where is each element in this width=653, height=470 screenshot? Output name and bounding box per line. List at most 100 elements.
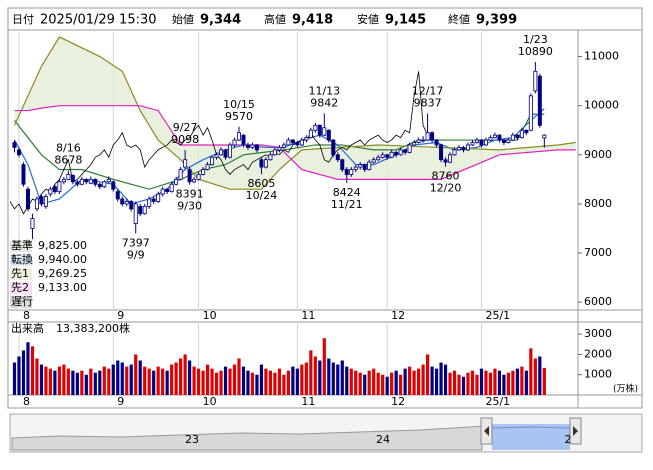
candle-body (425, 132, 430, 141)
volume-bar (336, 364, 340, 395)
candle-body (430, 132, 435, 141)
annotation-date: 8/16 (56, 142, 81, 155)
volume-bar (183, 354, 187, 395)
candle-body (245, 144, 250, 148)
candle-body (340, 159, 345, 170)
x-tick-label: 25/1 (485, 309, 510, 322)
volume-bar (354, 370, 358, 395)
candle-body (299, 139, 304, 146)
volume-unit: (万株) (613, 383, 638, 395)
candle-body (443, 159, 448, 163)
candle-body (452, 149, 457, 156)
candle-body (34, 198, 39, 210)
candle-body (465, 144, 470, 151)
indicator-line (14, 105, 576, 180)
x-tick-label: 9 (117, 309, 124, 322)
volume-bar (44, 366, 48, 395)
volume-bar (152, 370, 156, 395)
annotation-value: 7397 (122, 237, 150, 250)
volume-bar (484, 370, 488, 395)
candle-body (362, 164, 367, 170)
x-tick-label: 11 (301, 395, 315, 408)
x-tick-label: 8 (23, 395, 30, 408)
volume-bar (479, 368, 484, 395)
handle-arrow (484, 426, 489, 436)
volume-bar (452, 370, 457, 395)
candle-body (367, 161, 372, 170)
annotation-date: 12/20 (430, 182, 462, 195)
navigator[interactable]: 23 24 2 (9, 413, 643, 453)
volume-label: 出来高 (11, 321, 44, 335)
legend-value: 9,825.00 (38, 239, 87, 252)
candle-body (57, 181, 62, 193)
x-tick-label: 10 (203, 309, 217, 322)
candle-body (228, 144, 233, 158)
volume-bar (277, 368, 282, 395)
candle-body (439, 144, 444, 161)
volume-bar (188, 360, 192, 395)
candle-body (12, 142, 17, 148)
candle-body (102, 181, 107, 188)
annotation-value: 9842 (310, 96, 338, 109)
legend-name: 基準 (11, 238, 33, 252)
volume-bar (53, 370, 57, 395)
volume-bar (430, 366, 434, 395)
header-value: 9,344 (200, 13, 241, 28)
candle-body (416, 139, 421, 143)
volume-bar (71, 370, 75, 395)
candle-body (223, 149, 228, 158)
volume-bar (488, 372, 493, 395)
candle-body (344, 169, 349, 175)
lagging-line (10, 71, 428, 215)
candle-body (196, 174, 201, 180)
volume-bar (57, 366, 61, 395)
candle-body (349, 169, 354, 175)
candle-body (254, 144, 259, 151)
candle-body (371, 159, 376, 163)
volume-bar (120, 362, 124, 395)
candle-body (263, 159, 268, 168)
volume-bar (520, 366, 524, 395)
legend-swatch (10, 240, 32, 252)
volume-bar (201, 370, 205, 395)
volume-bar (515, 368, 519, 395)
y-tick-label: 7000 (584, 246, 612, 259)
candle-body (434, 139, 439, 146)
annotation-date: 9/30 (177, 200, 202, 213)
candle-body (232, 139, 237, 146)
volume-bar (268, 370, 273, 395)
candle-body (533, 70, 538, 92)
volume-bar (174, 362, 178, 395)
volume-bar (26, 342, 30, 395)
volume-bar (143, 366, 147, 395)
header-value: 2025/01/29 15:30 (40, 13, 157, 28)
volume-bar (192, 366, 196, 395)
volume-bar (102, 366, 106, 395)
volume-bar (381, 374, 385, 395)
volume-bar (161, 368, 165, 395)
candle-body (106, 178, 111, 183)
annotation-date: 9/9 (127, 249, 145, 262)
volume-bar (147, 368, 151, 395)
volume-bar (219, 370, 223, 395)
navigator-selection[interactable] (492, 424, 570, 450)
volume-bar (506, 372, 511, 395)
candle-body (528, 95, 533, 131)
candle-body (331, 139, 336, 156)
candle-body (335, 154, 340, 161)
candle-body (519, 129, 524, 139)
cloud (14, 36, 576, 190)
volume-bar (390, 372, 394, 395)
volume-bar (497, 370, 502, 395)
candle-body (308, 129, 313, 139)
candle-body (169, 183, 174, 193)
volume-bar (417, 368, 421, 395)
candle-body (457, 147, 462, 151)
candle-body (30, 218, 35, 229)
annotation-date: 11/21 (331, 198, 363, 211)
header-label: 高値 (264, 12, 286, 26)
candle-body (210, 156, 215, 166)
candle-body (219, 149, 224, 156)
candle-body (474, 139, 479, 143)
